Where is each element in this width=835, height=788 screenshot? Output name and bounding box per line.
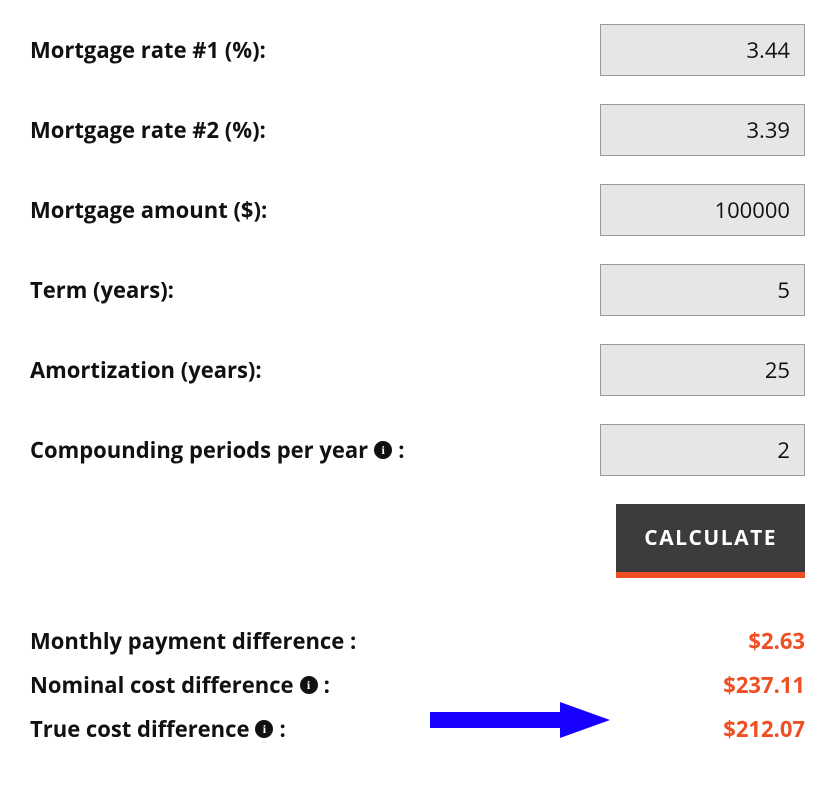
result-nominal-label: Nominal cost difference i : bbox=[30, 670, 330, 700]
result-nominal-text: Nominal cost difference bbox=[30, 670, 294, 700]
calculate-button[interactable]: CALCULATE bbox=[616, 504, 805, 578]
label-compound-text: Compounding periods per year bbox=[30, 435, 368, 465]
arrow-icon bbox=[430, 702, 610, 738]
info-icon[interactable]: i bbox=[255, 720, 273, 738]
calculator-form: Mortgage rate #1 (%): Mortgage rate #2 (… bbox=[0, 0, 835, 788]
row-amount: Mortgage amount ($): bbox=[30, 184, 805, 236]
info-icon[interactable]: i bbox=[374, 441, 392, 459]
label-amount: Mortgage amount ($): bbox=[30, 195, 267, 225]
label-amort: Amortization (years): bbox=[30, 355, 262, 385]
button-row: CALCULATE bbox=[30, 504, 805, 578]
input-amount[interactable] bbox=[600, 184, 805, 236]
label-compound: Compounding periods per year i : bbox=[30, 435, 404, 465]
row-term: Term (years): bbox=[30, 264, 805, 316]
result-true-suffix: : bbox=[279, 714, 285, 744]
row-rate2: Mortgage rate #2 (%): bbox=[30, 104, 805, 156]
result-monthly-label: Monthly payment difference : bbox=[30, 626, 356, 656]
result-true-value: $212.07 bbox=[723, 714, 805, 744]
input-term[interactable] bbox=[600, 264, 805, 316]
result-true-label: True cost difference i : bbox=[30, 714, 286, 744]
label-rate2: Mortgage rate #2 (%): bbox=[30, 115, 266, 145]
input-compound[interactable] bbox=[600, 424, 805, 476]
input-amort[interactable] bbox=[600, 344, 805, 396]
row-rate1: Mortgage rate #1 (%): bbox=[30, 24, 805, 76]
result-nominal: Nominal cost difference i : $237.11 bbox=[30, 670, 805, 700]
label-rate1: Mortgage rate #1 (%): bbox=[30, 35, 266, 65]
result-monthly: Monthly payment difference : $2.63 bbox=[30, 626, 805, 656]
label-compound-suffix: : bbox=[398, 435, 404, 465]
input-rate1[interactable] bbox=[600, 24, 805, 76]
info-icon[interactable]: i bbox=[300, 676, 318, 694]
result-nominal-suffix: : bbox=[324, 670, 330, 700]
row-compound: Compounding periods per year i : bbox=[30, 424, 805, 476]
result-nominal-value: $237.11 bbox=[723, 670, 805, 700]
label-term: Term (years): bbox=[30, 275, 174, 305]
result-true-text: True cost difference bbox=[30, 714, 249, 744]
result-monthly-value: $2.63 bbox=[748, 626, 805, 656]
row-amort: Amortization (years): bbox=[30, 344, 805, 396]
input-rate2[interactable] bbox=[600, 104, 805, 156]
result-true: True cost difference i : $212.07 bbox=[30, 714, 805, 744]
results-block: Monthly payment difference : $2.63 Nomin… bbox=[30, 626, 805, 744]
